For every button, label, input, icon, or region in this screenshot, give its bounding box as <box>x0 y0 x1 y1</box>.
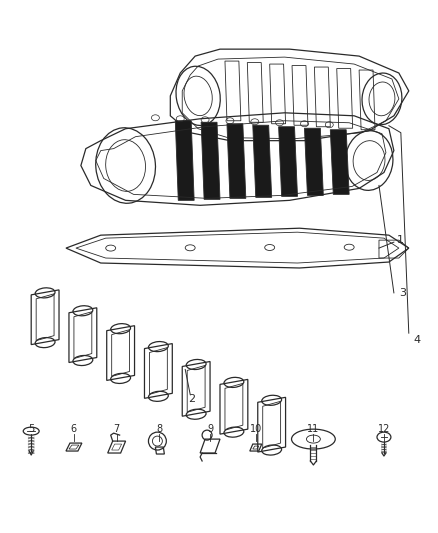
Polygon shape <box>175 121 194 200</box>
Text: 1: 1 <box>397 235 404 245</box>
Text: 10: 10 <box>250 424 262 434</box>
Polygon shape <box>330 130 349 195</box>
Polygon shape <box>253 125 272 197</box>
Text: 5: 5 <box>28 424 34 434</box>
Text: 11: 11 <box>307 424 320 434</box>
Text: 12: 12 <box>378 424 390 434</box>
Text: 2: 2 <box>188 394 195 405</box>
Text: 8: 8 <box>156 424 162 434</box>
Text: 3: 3 <box>399 288 406 298</box>
Text: 6: 6 <box>71 424 77 434</box>
Text: 9: 9 <box>207 424 213 434</box>
Text: 7: 7 <box>113 424 120 434</box>
Polygon shape <box>201 122 220 199</box>
Text: 4: 4 <box>414 335 421 345</box>
Polygon shape <box>279 127 297 196</box>
Polygon shape <box>227 124 246 198</box>
Polygon shape <box>304 128 323 196</box>
